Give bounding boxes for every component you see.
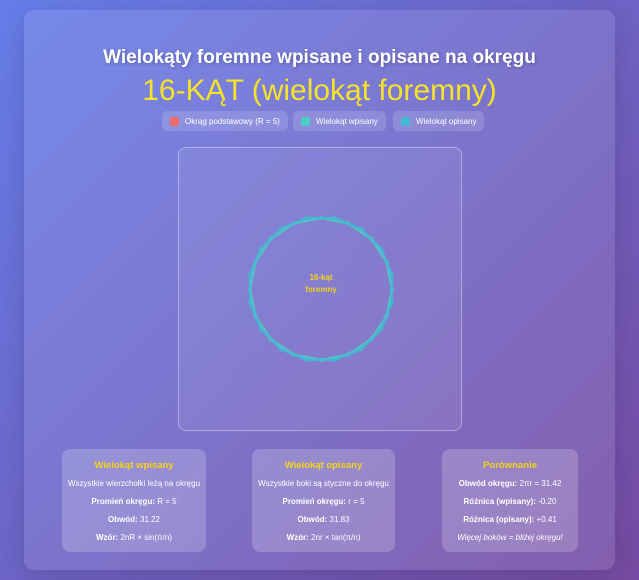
card-title: Wielokąt wpisany (94, 460, 174, 471)
legend-swatch (401, 116, 410, 126)
center-label-line2: foremny (305, 285, 337, 294)
legend-label: Wielokąt opisany (416, 116, 477, 126)
legend-swatch (170, 116, 179, 126)
polygon-drawing: 16-kąt foremny (248, 216, 394, 362)
legend-item-circle: Okrąg podstawowy (R = 5) (162, 111, 288, 131)
radius-row: Promień okręgu: R = 5 (91, 497, 177, 506)
vertex-dot (390, 301, 394, 306)
page-title: Wielokąty foremne wpisane i opisane na o… (103, 47, 536, 68)
card-title: Porównanie (483, 460, 537, 471)
formula-row: Wzór: 2nr × tan(π/n) (286, 533, 361, 542)
diff-circumscribed-row: Różnica (opisany): +0.41 (463, 515, 557, 524)
vertex-dot (379, 327, 384, 332)
vertex-dot (359, 226, 364, 231)
vertex-dot (258, 246, 263, 251)
legend-label: Wielokąt wpisany (316, 116, 378, 126)
radius-row: Promień okręgu: r = 5 (282, 497, 365, 506)
perimeter-row: Obwód: 31.83 (297, 515, 350, 524)
vertex-dot (379, 246, 384, 251)
perimeter-row: Obwód: 31.22 (107, 515, 161, 524)
vertex-dot (258, 327, 263, 332)
circle-row: Obwód okręgu: 2πr = 31.42 (458, 479, 562, 488)
vertex-dot (359, 347, 364, 352)
legend-item-inscribed: Wielokąt wpisany (293, 111, 386, 131)
vertex-dot (304, 216, 309, 220)
card-inscribed: Wielokąt wpisany Wszystkie wierzchołki l… (62, 449, 206, 552)
card-desc: Wszystkie wierzchołki leżą na okręgu (67, 479, 201, 488)
card-comparison: Porównanie Obwód okręgu: 2πr = 31.42 Róż… (442, 449, 578, 552)
vertex-dot (333, 358, 338, 362)
card-title: Wielokąt opisany (284, 460, 363, 471)
formula-row: Wzór: 2nR × sin(π/n) (96, 533, 172, 542)
card-desc: Wszystkie boki są styczne do okręgu (258, 479, 389, 488)
polygon-title: 16-KĄT (wielokąt foremny) (142, 74, 497, 107)
note: Więcej boków = bliżej okręgu! (457, 533, 563, 542)
legend-swatch (301, 116, 310, 126)
vertex-dot (278, 347, 283, 352)
legend-label: Okrąg podstawowy (R = 5) (185, 116, 280, 126)
vertex-dot (304, 358, 309, 362)
vertex-dot (248, 272, 252, 277)
vertex-dot (278, 226, 283, 231)
main-container: Wielokąty foremne wpisane i opisane na o… (24, 10, 615, 570)
legend-item-circumscribed: Wielokąt opisany (393, 111, 485, 131)
drawing-canvas: 16-kąt foremny (178, 147, 462, 431)
vertex-dot (333, 216, 338, 220)
diff-inscribed-row: Różnica (wpisany): -0.20 (463, 497, 557, 506)
card-circumscribed: Wielokąt opisany Wszystkie boki są stycz… (252, 449, 395, 552)
vertex-dot (390, 272, 394, 277)
center-label-line1: 16-kąt (309, 273, 332, 282)
vertex-dot (248, 301, 252, 306)
